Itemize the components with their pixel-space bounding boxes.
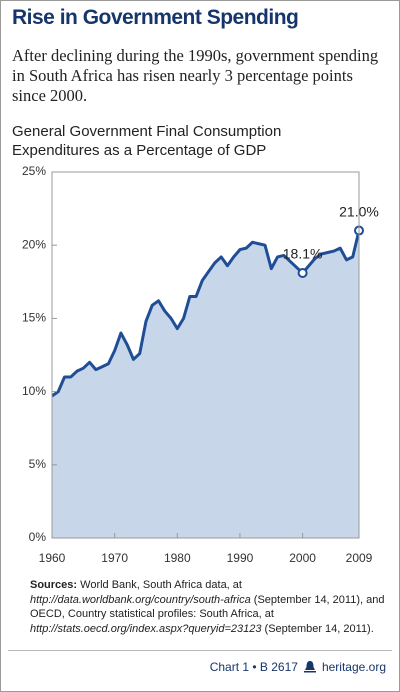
sources-label: Sources: xyxy=(30,579,78,591)
subtitle: After declining during the 1990s, govern… xyxy=(12,46,379,105)
x-tick-label: 1970 xyxy=(101,551,128,565)
chart-id: Chart 1 • B 2617 xyxy=(209,660,298,674)
site: heritage.org xyxy=(321,660,386,674)
plot-frame xyxy=(51,171,360,539)
chart-title: General Government Final Consumption Exp… xyxy=(12,123,282,159)
footer-rule xyxy=(8,650,392,651)
x-tick-label: 1980 xyxy=(164,551,191,565)
source-text: (September 14, 2011), and OECD, Country … xyxy=(30,593,385,621)
x-tick-label: 2009 xyxy=(346,551,373,565)
sources: Sources: World Bank, South Africa data, … xyxy=(30,578,390,636)
source-url: http://stats.oecd.org/index.aspx?queryid… xyxy=(30,622,262,635)
y-tick-label: 10% xyxy=(22,384,46,398)
source-text: World Bank, South Africa data, at xyxy=(80,579,242,591)
source-text: (September 14, 2011). xyxy=(264,622,374,635)
y-tick-label: 5% xyxy=(29,457,47,471)
data-label: 18.1% xyxy=(283,246,323,262)
point-marker xyxy=(297,268,308,279)
title: Rise in Government Spending xyxy=(12,6,299,29)
y-tick-label: 20% xyxy=(22,237,46,251)
footer: Chart 1 • B 2617 heritage.org xyxy=(210,660,386,674)
bell-icon xyxy=(303,661,316,673)
x-tick-label: 1960 xyxy=(39,551,66,565)
chart: 18.1%21.0%0%5%10%15%20%25%1960 1970 1980 19… xyxy=(22,164,379,565)
area xyxy=(52,230,359,538)
x-tick-label: 1990 xyxy=(227,551,254,565)
line xyxy=(51,230,361,398)
source-url: http://data.worldbank.org/country/south-… xyxy=(30,593,251,606)
x-tick-label: 2000 xyxy=(289,551,316,565)
y-tick-label: 25% xyxy=(22,164,46,178)
y-tick-label: 0% xyxy=(29,530,47,544)
y-tick-label: 15% xyxy=(22,311,46,325)
